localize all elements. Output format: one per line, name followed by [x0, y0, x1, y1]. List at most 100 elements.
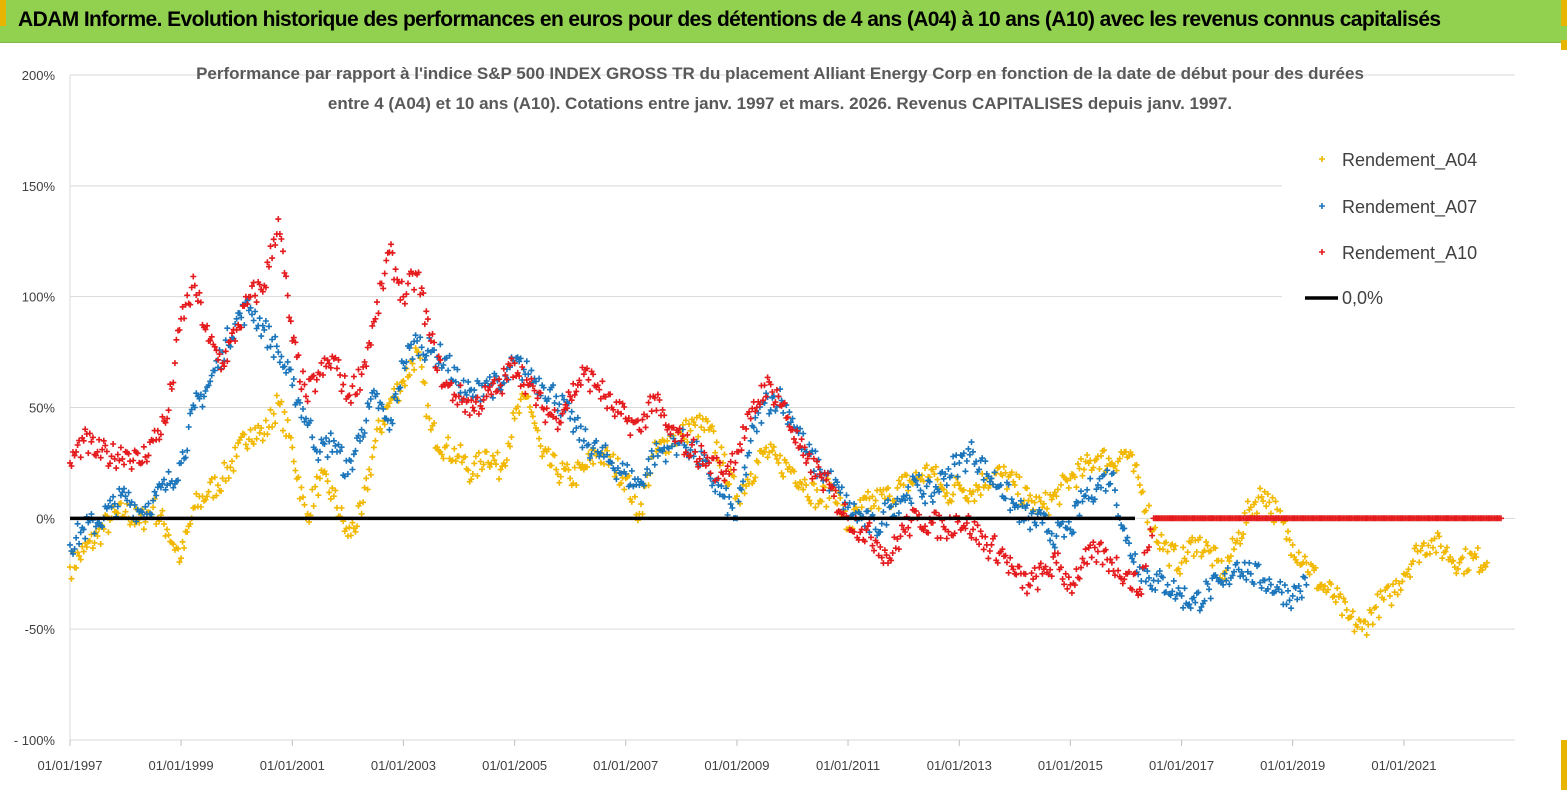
data-point [1277, 578, 1284, 585]
data-point [730, 473, 737, 480]
data-point [241, 431, 248, 438]
data-point [241, 302, 248, 309]
data-point [1093, 456, 1100, 463]
data-point [678, 437, 685, 444]
data-point [309, 434, 316, 441]
data-point [381, 421, 388, 428]
data-point [1250, 581, 1257, 587]
data-point [778, 470, 785, 477]
data-point [1226, 581, 1233, 588]
data-point [74, 442, 81, 448]
data-point [82, 535, 89, 542]
data-point [1181, 585, 1188, 592]
data-point [283, 273, 290, 280]
data-point [980, 476, 987, 483]
data-point [894, 484, 901, 491]
data-point [533, 378, 539, 385]
data-point [954, 479, 961, 486]
data-point [1203, 538, 1210, 545]
data-point [917, 476, 924, 483]
data-point [247, 426, 254, 433]
data-point [445, 367, 452, 374]
data-point [1319, 156, 1325, 162]
data-point [767, 381, 774, 388]
data-point [403, 358, 410, 365]
data-point [341, 372, 348, 379]
data-point [695, 433, 702, 440]
data-point [431, 339, 438, 346]
data-point [1209, 562, 1216, 569]
data-point [361, 430, 368, 436]
data-point [360, 434, 367, 440]
data-point [320, 372, 326, 378]
data-point [397, 384, 404, 391]
data-point [454, 401, 461, 408]
data-point [738, 486, 745, 493]
data-point [211, 343, 218, 350]
data-point [523, 358, 530, 365]
data-point [1190, 594, 1197, 601]
data-point [435, 353, 442, 360]
data-point [435, 360, 442, 367]
data-point [580, 371, 587, 378]
data-point [332, 354, 339, 361]
data-point [834, 479, 841, 486]
data-point [929, 498, 936, 505]
data-point [960, 487, 967, 493]
data-point [278, 236, 285, 242]
data-point [1091, 544, 1098, 551]
data-point [262, 417, 269, 424]
data-point [529, 413, 536, 420]
data-point [861, 538, 868, 545]
data-point [190, 504, 197, 511]
data-point [750, 478, 757, 485]
data-point [185, 424, 192, 430]
data-point [236, 310, 243, 317]
data-point [258, 425, 265, 432]
y-tick-label: -50% [25, 622, 56, 637]
data-point [1027, 492, 1034, 499]
legend-label: Rendement_A10 [1342, 243, 1477, 264]
data-point [942, 493, 949, 500]
data-point [386, 426, 393, 433]
data-point [542, 419, 549, 426]
data-point [764, 374, 771, 381]
data-point [452, 393, 459, 400]
x-tick-label: 01/01/2017 [1149, 758, 1214, 773]
data-point [252, 425, 259, 431]
data-point [503, 457, 510, 463]
data-point [577, 381, 584, 388]
data-point [511, 415, 518, 422]
data-point [202, 496, 209, 503]
data-point [965, 498, 972, 505]
data-point [245, 307, 252, 314]
data-point [119, 489, 126, 496]
data-point [770, 443, 777, 450]
data-point [394, 276, 401, 283]
data-point [611, 467, 618, 474]
data-point [1267, 581, 1274, 588]
data-point [107, 497, 113, 504]
data-point [181, 315, 188, 322]
data-point [324, 454, 331, 461]
data-point [1348, 613, 1355, 620]
data-point [437, 341, 444, 348]
data-point [1319, 203, 1325, 209]
data-point [1175, 585, 1182, 592]
data-point [1047, 537, 1054, 544]
data-point [215, 482, 221, 489]
data-point [1005, 569, 1012, 576]
data-point [709, 423, 716, 430]
data-point [202, 388, 209, 394]
data-point [843, 492, 850, 499]
data-point [584, 365, 590, 372]
data-point [1142, 507, 1149, 514]
data-point [140, 526, 147, 533]
data-point [122, 508, 129, 515]
data-point [804, 455, 811, 462]
data-point [1439, 555, 1446, 562]
data-point [528, 367, 535, 374]
data-point [1362, 618, 1369, 625]
data-point [1105, 455, 1112, 462]
data-point [117, 444, 124, 451]
